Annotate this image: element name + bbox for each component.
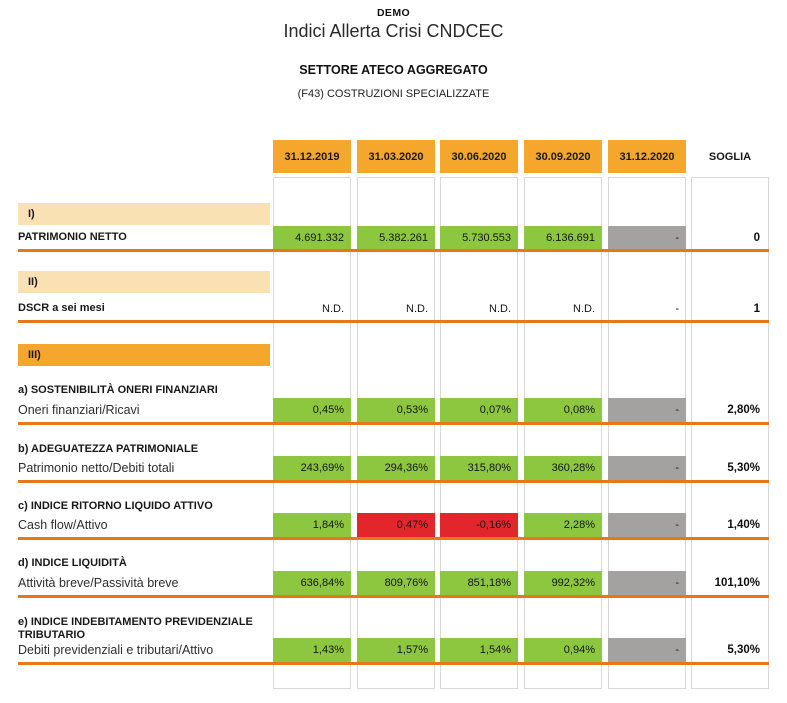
value-cell: 851,18% <box>440 571 518 595</box>
column-header-soglia: SOGLIA <box>708 150 752 163</box>
value-cell: 0,47% <box>357 513 435 537</box>
soglia-value: 5,30% <box>727 644 760 656</box>
sector-subtitle: (F43) COSTRUZIONI SPECIALIZZATE <box>297 88 490 100</box>
value-cell: 1,43% <box>273 638 351 662</box>
row-divider <box>18 422 769 425</box>
column-header-date-4: 30.09.2020 <box>524 140 602 173</box>
soglia-value: 1 <box>753 302 760 315</box>
column-box-date-4 <box>524 177 602 689</box>
value-cell: 294,36% <box>357 456 435 480</box>
value-cell: N.D. <box>406 302 428 315</box>
page-title: Indici Allerta Crisi CNDCEC <box>283 21 504 41</box>
value-cell: 315,80% <box>440 456 518 480</box>
indicator-title-a: a) SOSTENIBILITÀ ONERI FINANZIARI <box>18 384 218 396</box>
value-cell: 6.136.691 <box>524 226 602 249</box>
value-cell: 0,07% <box>440 398 518 422</box>
row-divider <box>18 249 769 252</box>
soglia-value: 101,10% <box>714 577 760 589</box>
value-cell: 5.382.261 <box>357 226 435 249</box>
value-cell: 0,53% <box>357 398 435 422</box>
demo-badge: DEMO <box>376 7 411 19</box>
sector-title: SETTORE ATECO AGGREGATO <box>299 63 488 77</box>
row-divider <box>18 480 769 483</box>
column-header-date-2: 31.03.2020 <box>357 140 435 173</box>
indicator-title-d: d) INDICE LIQUIDITÀ <box>18 557 127 569</box>
indicator-formula-b: Patrimonio netto/Debiti totali <box>18 461 175 475</box>
value-cell: 360,28% <box>524 456 602 480</box>
row-label-dscr: DSCR a sei mesi <box>18 302 105 314</box>
value-cell: 243,69% <box>273 456 351 480</box>
section-bar-iii: III) <box>18 344 270 366</box>
indicator-formula-d: Attività breve/Passività breve <box>18 576 179 590</box>
column-box-soglia <box>691 177 769 689</box>
value-cell: - <box>608 226 686 249</box>
value-cell: - <box>608 513 686 537</box>
column-box-date-1 <box>273 177 351 689</box>
column-header-date-5: 31.12.2020 <box>608 140 686 173</box>
soglia-value: 5,30% <box>727 462 760 474</box>
indicator-formula-e: Debiti previdenziali e tributari/Attivo <box>18 643 214 657</box>
section-bar-ii: II) <box>18 271 270 293</box>
value-cell: N.D. <box>489 302 511 315</box>
value-cell: 809,76% <box>357 571 435 595</box>
column-box-date-2 <box>357 177 435 689</box>
column-header-date-3: 30.06.2020 <box>440 140 518 173</box>
value-cell: 636,84% <box>273 571 351 595</box>
value-cell: - <box>608 638 686 662</box>
value-cell: 5.730.553 <box>440 226 518 249</box>
soglia-value: 1,40% <box>727 519 760 531</box>
value-cell: 992,32% <box>524 571 602 595</box>
indicator-title-e: e) INDICE INDEBITAMENTO PREVIDENZIALE TR… <box>18 616 253 641</box>
value-cell: - <box>608 398 686 422</box>
indicator-formula-c: Cash flow/Attivo <box>18 518 108 532</box>
column-header-date-1: 31.12.2019 <box>273 140 351 173</box>
indicator-title-c: c) INDICE RITORNO LIQUIDO ATTIVO <box>18 500 213 512</box>
row-divider <box>18 537 769 540</box>
value-cell: - <box>608 571 686 595</box>
soglia-value: 2,80% <box>727 404 760 416</box>
row-divider <box>18 320 769 323</box>
column-box-date-3 <box>440 177 518 689</box>
soglia-value: 0 <box>753 231 760 244</box>
indicator-formula-a: Oneri finanziari/Ricavi <box>18 403 140 417</box>
value-cell: 0,94% <box>524 638 602 662</box>
value-cell: -0,16% <box>440 513 518 537</box>
value-cell: 4.691.332 <box>273 226 351 249</box>
row-divider <box>18 595 769 598</box>
value-cell: 2,28% <box>524 513 602 537</box>
value-cell: 1,84% <box>273 513 351 537</box>
section-bar-i: I) <box>18 203 270 225</box>
value-cell: - <box>675 302 679 315</box>
column-box-date-5 <box>608 177 686 689</box>
row-divider <box>18 662 769 665</box>
value-cell: N.D. <box>573 302 595 315</box>
value-cell: 1,57% <box>357 638 435 662</box>
value-cell: 0,45% <box>273 398 351 422</box>
value-cell: 0,08% <box>524 398 602 422</box>
indicator-title-b: b) ADEGUATEZZA PATRIMONIALE <box>18 443 199 455</box>
value-cell: 1,54% <box>440 638 518 662</box>
value-cell: N.D. <box>322 302 344 315</box>
row-label-patrimonio-netto: PATRIMONIO NETTO <box>18 231 127 243</box>
value-cell: - <box>608 456 686 480</box>
